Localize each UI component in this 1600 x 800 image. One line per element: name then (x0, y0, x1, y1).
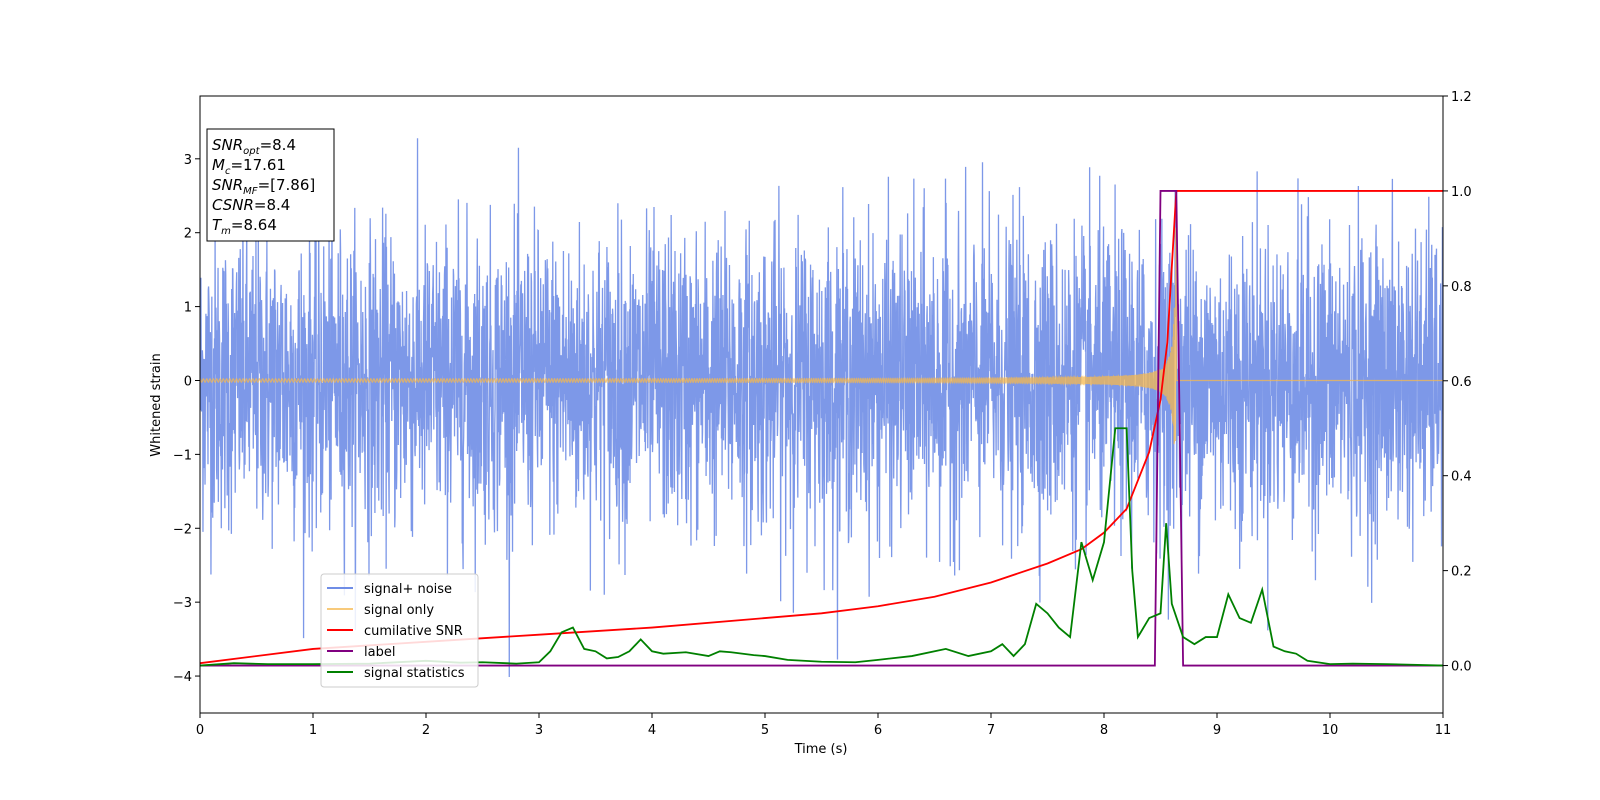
series-signal-noise (200, 138, 1443, 677)
info-value: =8.64 (231, 216, 277, 234)
info-line: Mc=17.61 (212, 156, 286, 177)
y2-tick-label: 0.0 (1451, 660, 1472, 675)
info-subscript: c (225, 166, 231, 177)
legend-label: signal statistics (364, 666, 465, 681)
info-box: SNRopt=8.4Mc=17.61SNRMF=[7.86]CSNR=8.4Tm… (206, 128, 335, 242)
x-tick-label: 0 (196, 723, 204, 738)
y-tick-label: −1 (173, 448, 192, 463)
info-subscript: MF (243, 186, 258, 197)
series-label (200, 190, 1443, 667)
x-tick-label: 4 (648, 723, 656, 738)
info-line: CSNR=8.4 (212, 196, 290, 214)
y2-tick-label: 1.2 (1451, 90, 1472, 105)
info-value: =[7.86] (258, 176, 316, 194)
y2-tick-label: 0.4 (1451, 470, 1472, 485)
x-tick-label: 10 (1322, 723, 1339, 738)
x-tick-label: 7 (987, 723, 995, 738)
legend-label: label (364, 645, 395, 660)
info-subscript: opt (243, 146, 260, 157)
legend-label: signal only (364, 603, 434, 618)
y-tick-label: −2 (173, 522, 192, 537)
x-tick-label: 9 (1213, 723, 1221, 738)
info-line: SNRMF=[7.86] (212, 176, 315, 197)
x-tick-label: 5 (761, 723, 769, 738)
info-subscript: m (221, 226, 231, 237)
info-symbol: SNR (212, 136, 243, 154)
y2-tick-label: 0.8 (1451, 280, 1472, 295)
x-tick-label: 1 (309, 723, 317, 738)
y-tick-label: −3 (173, 596, 192, 611)
legend-label: signal+ noise (364, 582, 452, 597)
y-tick-label: 0 (184, 374, 192, 389)
plot-frame (199, 95, 1444, 714)
info-value: =8.4 (260, 136, 296, 154)
info-value: =8.4 (254, 196, 290, 214)
x-tick-label: 2 (422, 723, 430, 738)
series-signal-only (200, 227, 1443, 445)
info-symbol: SNR (212, 176, 243, 194)
y-tick-label: 2 (184, 227, 192, 242)
info-symbol: T (212, 216, 223, 234)
legend-frame (320, 573, 479, 688)
info-line: Tm=8.64 (212, 216, 277, 237)
legend: signal+ noise signal only cumilative SNR la… (320, 573, 479, 688)
info-symbol: M (212, 156, 225, 174)
info-symbol: CSNR (212, 196, 254, 214)
x-tick-label: 8 (1100, 723, 1108, 738)
x-tick-label: 3 (535, 723, 543, 738)
series-signal-statistics (200, 427, 1443, 667)
info-line: SNRopt=8.4 (212, 136, 296, 157)
y2-tick-label: 1.0 (1451, 185, 1472, 200)
y-axis-label: Whitened strain (149, 353, 164, 456)
y2-tick-label: 0.6 (1451, 375, 1472, 390)
info-box-frame (206, 128, 335, 242)
x-axis-label: Time (s) (794, 742, 848, 757)
axes: 0 1 2 3 4 5 6 7 8 9 10 11 −4 −3 −2 −1 0 1 2 3 0.0 0.2 0.4 0.6 0.… (173, 90, 1472, 738)
plot-area (200, 138, 1443, 677)
x-tick-label: 11 (1435, 723, 1452, 738)
legend-label: cumilative SNR (364, 624, 463, 639)
y-tick-label: 1 (184, 301, 192, 316)
y-tick-label: 3 (184, 153, 192, 168)
y-tick-label: −4 (173, 670, 192, 685)
x-tick-label: 6 (874, 723, 882, 738)
info-value: =17.61 (230, 156, 286, 174)
y2-tick-label: 0.2 (1451, 565, 1472, 580)
series-cumilative-snr (200, 190, 1443, 665)
